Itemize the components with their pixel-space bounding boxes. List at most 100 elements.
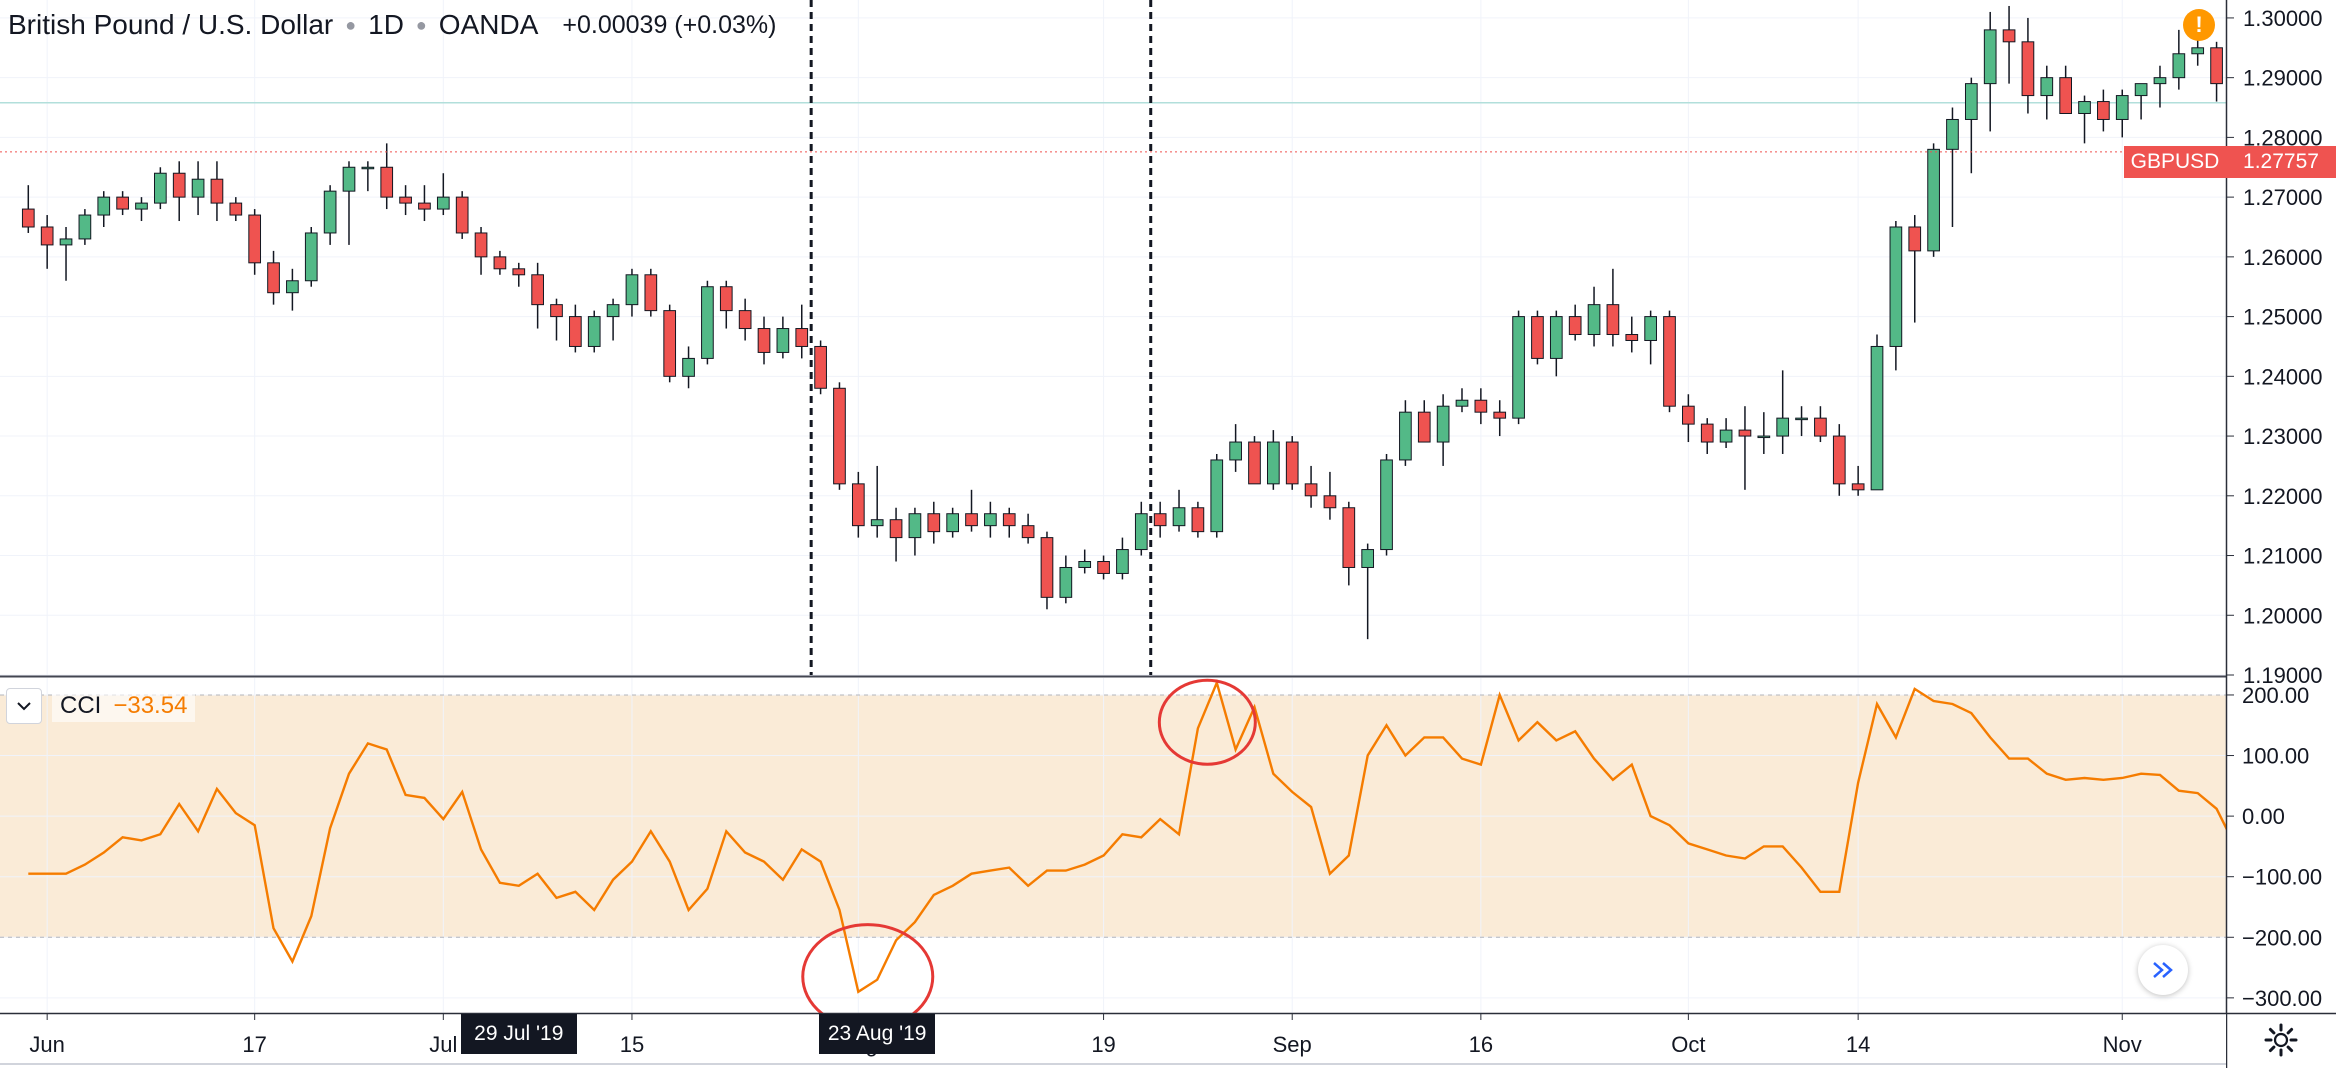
candle-down bbox=[889, 519, 903, 539]
time-tick-label: 19 bbox=[1091, 1032, 1115, 1057]
time-tick-label: Nov bbox=[2103, 1032, 2142, 1057]
candle-down bbox=[851, 483, 865, 527]
candle-up bbox=[1587, 304, 1601, 336]
candle-up bbox=[1229, 441, 1242, 461]
candle-up bbox=[1719, 429, 1733, 443]
candle-down bbox=[719, 286, 733, 312]
candle-down bbox=[1851, 483, 1865, 491]
cci-tick-label: −300.00 bbox=[2242, 986, 2322, 1011]
candle-down bbox=[1417, 411, 1431, 443]
scroll-to-realtime-button[interactable] bbox=[2138, 945, 2188, 995]
price-scale[interactable] bbox=[2226, 0, 2336, 1068]
candle-down bbox=[1832, 435, 1846, 485]
price-tick-label: 1.23000 bbox=[2243, 424, 2323, 449]
cci-name[interactable]: CCI bbox=[52, 690, 110, 722]
candle-up bbox=[1889, 226, 1903, 347]
candle-up bbox=[304, 232, 318, 282]
candle-down bbox=[248, 214, 262, 264]
price-tick-label: 1.21000 bbox=[2243, 544, 2323, 569]
candle-down bbox=[210, 178, 224, 204]
cci-line bbox=[28, 679, 2256, 994]
candle-down bbox=[833, 387, 846, 485]
candle-up bbox=[1172, 507, 1186, 527]
time-scale[interactable] bbox=[0, 1013, 2226, 1068]
candle-down bbox=[550, 304, 563, 318]
price-tick-label: 1.30000 bbox=[2243, 6, 2323, 31]
cci-tick-label: 200.00 bbox=[2242, 683, 2309, 708]
candle-up bbox=[2115, 95, 2129, 120]
candle-down bbox=[40, 226, 54, 246]
candle-down bbox=[1323, 495, 1337, 509]
candle-up bbox=[1964, 83, 1978, 120]
candle-up bbox=[97, 196, 111, 216]
candle-down bbox=[644, 274, 658, 312]
candle-up bbox=[606, 304, 620, 318]
candle-down bbox=[116, 196, 129, 210]
candle-up bbox=[1380, 459, 1393, 551]
candle-up bbox=[1795, 417, 1808, 421]
candle-up bbox=[2040, 77, 2054, 97]
interval-label[interactable]: 1D bbox=[368, 9, 404, 40]
candle-up bbox=[361, 166, 375, 170]
price-tick-label: 1.29000 bbox=[2243, 66, 2323, 91]
time-tick-label: Jun bbox=[29, 1032, 64, 1057]
chevron-down-icon bbox=[17, 702, 31, 711]
candle-up bbox=[59, 238, 73, 246]
candle-down bbox=[738, 310, 752, 330]
candle-down bbox=[1304, 483, 1318, 497]
candle-up bbox=[1116, 549, 1129, 574]
candle-down bbox=[1040, 537, 1054, 598]
collapse-button[interactable] bbox=[6, 688, 42, 724]
symbol-title[interactable]: British Pound / U.S. Dollar bbox=[8, 9, 334, 40]
candle-down bbox=[1248, 441, 1261, 485]
candle-down bbox=[21, 208, 35, 228]
candle-down bbox=[814, 345, 827, 389]
candle-up bbox=[1512, 316, 1525, 419]
exchange-label: OANDA bbox=[438, 9, 539, 40]
candle-up bbox=[870, 519, 884, 527]
candle-down bbox=[474, 232, 488, 258]
price-tag-value: 1.27757 bbox=[2243, 150, 2319, 173]
candle-down bbox=[1663, 316, 1676, 407]
candle-up bbox=[1266, 441, 1280, 485]
candle-down bbox=[1097, 561, 1110, 574]
candle-up bbox=[984, 513, 997, 527]
candle-down bbox=[455, 196, 469, 234]
candle-down bbox=[927, 513, 941, 533]
candle-down bbox=[267, 262, 280, 294]
candle-up bbox=[286, 280, 299, 294]
last-price-tag: GBPUSD 1.27757 bbox=[2124, 146, 2336, 178]
candle-up bbox=[682, 357, 695, 377]
candle-down bbox=[1021, 525, 1035, 539]
time-tick-label: Sep bbox=[1273, 1032, 1312, 1057]
gear-icon[interactable] bbox=[2263, 1022, 2299, 1058]
candle-down bbox=[229, 202, 243, 216]
candle-down bbox=[569, 316, 582, 347]
time-tick-label: Jul bbox=[429, 1032, 457, 1057]
exclamation-icon[interactable]: ! bbox=[2183, 9, 2215, 41]
candle-down bbox=[512, 268, 526, 276]
time-tick-label: 14 bbox=[1846, 1032, 1870, 1057]
candle-up bbox=[1644, 316, 1657, 341]
annotation-ellipse[interactable] bbox=[1157, 678, 1257, 766]
candle-down bbox=[2021, 41, 2035, 97]
time-tick-label: 16 bbox=[1469, 1032, 1493, 1057]
candle-up bbox=[191, 178, 205, 198]
cci-tick-label: −200.00 bbox=[2242, 925, 2322, 950]
candle-up bbox=[1757, 435, 1771, 439]
candle-down bbox=[1606, 304, 1620, 336]
candle-up bbox=[1361, 549, 1375, 568]
price-tick-label: 1.27000 bbox=[2243, 185, 2323, 210]
candle-down bbox=[1342, 507, 1356, 568]
candle-down bbox=[399, 196, 412, 204]
cci-tick-label: 100.00 bbox=[2242, 744, 2309, 769]
cci-value: −33.54 bbox=[109, 690, 196, 722]
candle-up bbox=[1455, 399, 1469, 407]
candle-down bbox=[1738, 429, 1752, 437]
separator-dot: ● bbox=[345, 14, 357, 35]
candle-up bbox=[135, 202, 148, 210]
candle-up bbox=[323, 190, 337, 234]
candle-down bbox=[172, 172, 186, 198]
candle-down bbox=[1153, 513, 1167, 527]
